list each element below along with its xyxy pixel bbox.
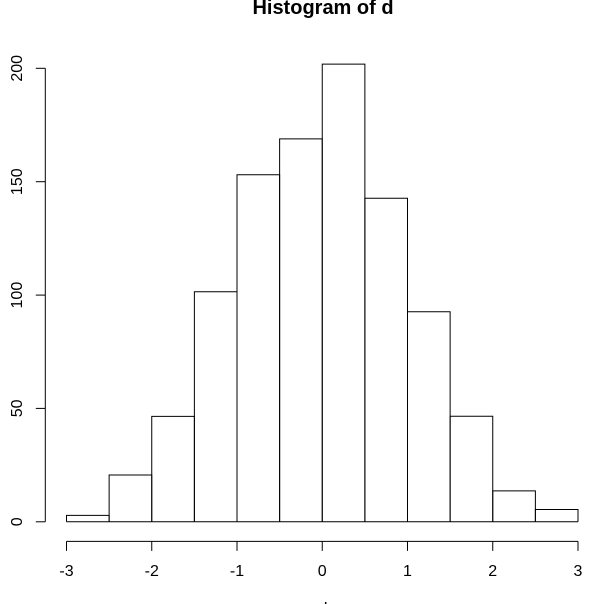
svg-text:2: 2 [488,563,497,580]
svg-text:Histogram of d: Histogram of d [252,0,393,19]
svg-text:d: d [318,599,327,604]
svg-text:0: 0 [318,563,327,580]
svg-text:-3: -3 [59,563,73,580]
svg-text:200: 200 [9,55,26,82]
svg-text:150: 150 [9,168,26,195]
svg-text:3: 3 [574,563,583,580]
svg-text:50: 50 [9,399,26,417]
svg-text:-2: -2 [145,563,159,580]
svg-text:1: 1 [403,563,412,580]
svg-text:-1: -1 [230,563,244,580]
svg-text:0: 0 [9,517,26,526]
svg-text:100: 100 [9,282,26,309]
